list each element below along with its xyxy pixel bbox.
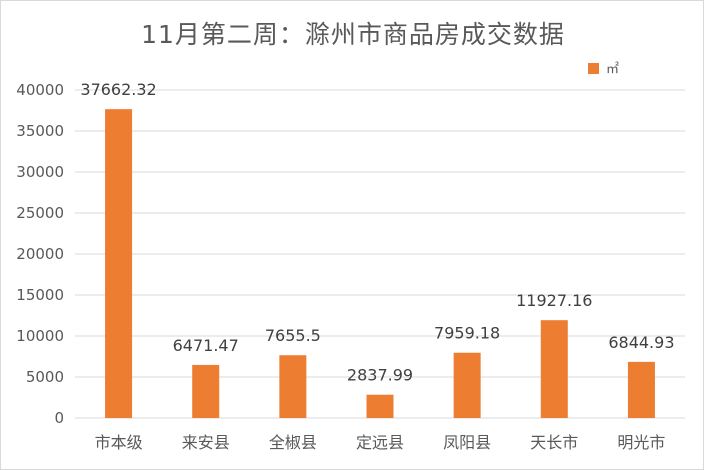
y-tick-label: 40000 — [16, 81, 64, 99]
bar — [279, 355, 307, 418]
y-tick-label: 30000 — [16, 163, 64, 181]
bar — [453, 352, 481, 418]
bar — [540, 320, 568, 418]
data-label: 6471.47 — [173, 336, 239, 355]
y-tick-label: 0 — [54, 409, 64, 427]
bar — [105, 109, 133, 418]
x-tick-label: 来安县 — [182, 433, 230, 452]
legend-label: ㎡ — [606, 62, 619, 77]
x-tick-label: 市本级 — [95, 433, 143, 452]
x-tick-label: 全椒县 — [269, 433, 317, 452]
data-label: 7959.18 — [434, 324, 500, 343]
x-tick-label: 凤阳县 — [443, 433, 491, 452]
bar — [627, 361, 655, 418]
bar — [366, 394, 394, 418]
x-tick-label: 天长市 — [530, 433, 578, 452]
data-label: 37662.32 — [80, 80, 156, 99]
x-tick-label: 定远县 — [356, 433, 404, 452]
y-tick-label: 15000 — [16, 286, 64, 304]
y-tick-label: 10000 — [16, 327, 64, 345]
data-label: 11927.16 — [516, 291, 592, 310]
data-label: 6844.93 — [608, 333, 674, 352]
data-label: 2837.99 — [347, 366, 413, 385]
y-tick-label: 20000 — [16, 245, 64, 263]
bar — [192, 364, 220, 418]
y-tick-label: 35000 — [16, 122, 64, 140]
x-tick-label: 明光市 — [617, 433, 665, 452]
y-tick-label: 5000 — [26, 368, 64, 386]
y-tick-label: 25000 — [16, 204, 64, 222]
data-label: 7655.5 — [265, 326, 321, 345]
legend-swatch — [588, 63, 599, 74]
chart-title: 11月第二周：滁州市商品房成交数据 — [141, 20, 565, 49]
